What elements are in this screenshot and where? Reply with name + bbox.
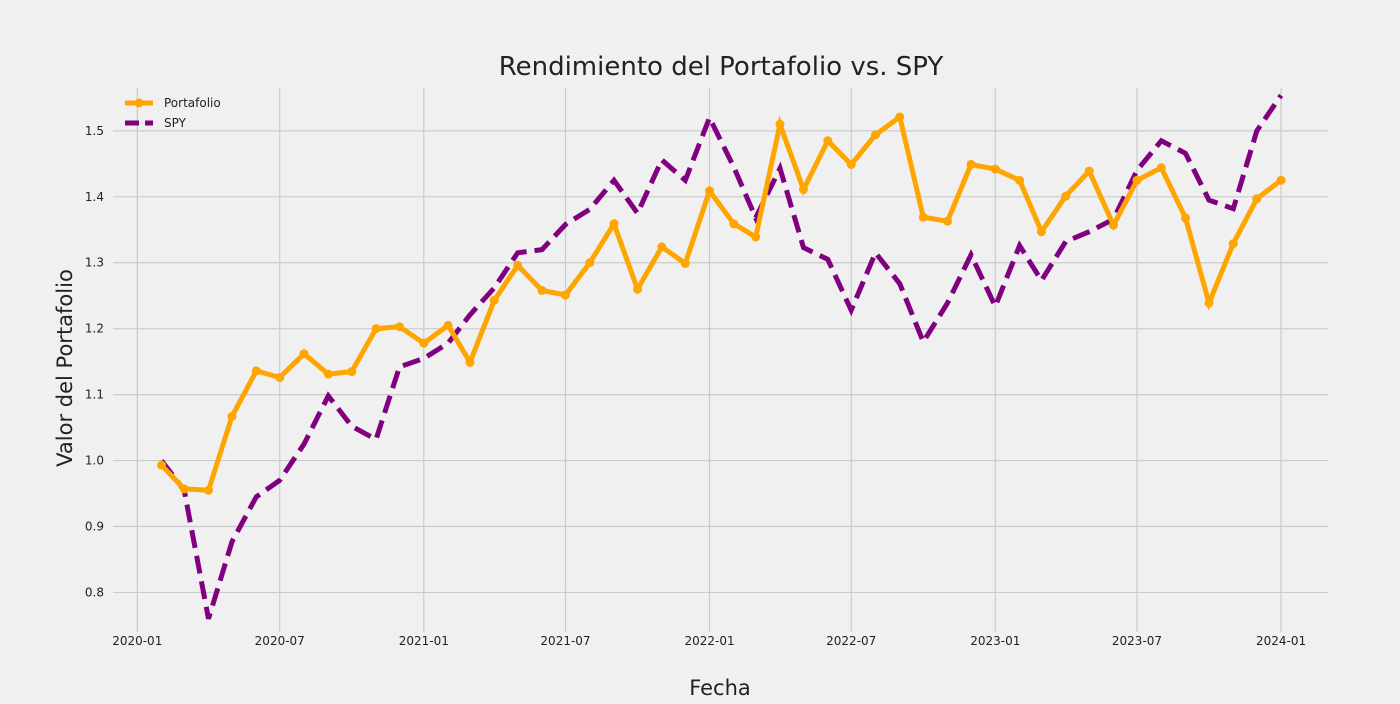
y-tick-labels: 0.8 0.9 1.0 1.1 1.2 1.3 1.4 1.5 — [85, 124, 104, 600]
data-point-portafolio — [1108, 220, 1118, 230]
data-point-portafolio — [323, 369, 333, 379]
y-tick-label: 0.9 — [85, 519, 104, 533]
series-line-portafolio — [159, 112, 1283, 493]
data-point-portafolio — [227, 411, 237, 421]
x-tick-label: 2021-07 — [540, 634, 590, 648]
data-point-portafolio — [419, 338, 429, 348]
data-point-portafolio — [823, 136, 833, 146]
data-point-portafolio — [871, 130, 881, 140]
series-layer — [157, 93, 1286, 620]
data-point-portafolio — [157, 460, 167, 470]
data-point-portafolio — [846, 159, 856, 169]
x-tick-labels: 2020-01 2020-07 2021-01 2021-07 2022-01 2022-… — [112, 634, 1306, 648]
y-tick-label: 0.8 — [85, 585, 104, 599]
legend-label-spy: SPY — [164, 116, 187, 130]
legend-entry-portafolio: Portafolio — [125, 96, 221, 110]
data-point-portafolio — [895, 112, 905, 122]
y-tick-label: 1.0 — [85, 454, 104, 468]
data-point-portafolio — [1204, 298, 1214, 308]
data-point-portafolio — [371, 324, 381, 334]
data-point-portafolio — [489, 295, 499, 305]
data-point-portafolio — [465, 357, 475, 367]
x-axis-label: Fecha — [689, 676, 751, 700]
data-point-portafolio — [775, 119, 785, 129]
data-point-portafolio — [347, 367, 357, 377]
data-point-portafolio — [251, 366, 261, 376]
x-tick-label: 2023-01 — [970, 634, 1020, 648]
data-point-portafolio — [966, 159, 976, 169]
data-point-portafolio — [179, 484, 189, 494]
data-point-portafolio — [299, 349, 309, 359]
x-tick-label: 2022-07 — [826, 634, 876, 648]
data-point-portafolio — [1181, 213, 1191, 223]
x-tick-label: 2020-07 — [255, 634, 305, 648]
data-point-portafolio — [943, 216, 953, 226]
data-point-portafolio — [275, 372, 285, 382]
data-point-portafolio — [1156, 163, 1166, 173]
y-tick-label: 1.4 — [85, 190, 104, 204]
data-point-portafolio — [751, 232, 761, 242]
data-point-portafolio — [560, 290, 570, 300]
y-tick-label: 1.5 — [85, 124, 104, 138]
data-point-portafolio — [1084, 166, 1094, 176]
data-point-portafolio — [798, 185, 808, 195]
chart-title: Rendimiento del Portafolio vs. SPY — [499, 52, 944, 82]
grid-lines — [113, 88, 1328, 632]
data-point-portafolio — [680, 258, 690, 268]
data-point-portafolio — [1036, 227, 1046, 237]
data-point-portafolio — [1228, 239, 1238, 249]
legend: Portafolio SPY — [125, 96, 221, 130]
x-tick-label: 2021-01 — [399, 634, 449, 648]
data-point-portafolio — [443, 320, 453, 330]
data-point-portafolio — [395, 322, 405, 332]
data-point-portafolio — [1015, 175, 1025, 185]
x-tick-label: 2023-07 — [1112, 634, 1162, 648]
data-point-portafolio — [1276, 175, 1286, 185]
data-point-portafolio — [204, 485, 214, 495]
data-point-portafolio — [990, 164, 1000, 174]
series-line-spy — [159, 93, 1284, 620]
data-point-portafolio — [705, 186, 715, 196]
y-axis-label: Valor del Portafolio — [53, 269, 77, 467]
data-point-portafolio — [918, 212, 928, 222]
data-point-portafolio — [657, 242, 667, 252]
data-point-portafolio — [585, 258, 595, 268]
y-tick-label: 1.3 — [85, 256, 104, 270]
y-tick-label: 1.2 — [85, 322, 104, 336]
legend-label-portafolio: Portafolio — [164, 96, 221, 110]
legend-entry-spy: SPY — [125, 116, 187, 130]
y-tick-label: 1.1 — [85, 388, 104, 402]
data-point-portafolio — [513, 260, 523, 270]
data-point-portafolio — [729, 219, 739, 229]
data-point-portafolio — [1061, 191, 1071, 201]
data-point-portafolio — [609, 219, 619, 229]
data-point-portafolio — [537, 285, 547, 295]
data-point-portafolio — [1132, 175, 1142, 185]
data-point-portafolio — [1252, 194, 1262, 204]
x-tick-label: 2024-01 — [1256, 634, 1306, 648]
x-tick-label: 2020-01 — [112, 634, 162, 648]
data-point-portafolio — [633, 284, 643, 294]
x-tick-label: 2022-01 — [684, 634, 734, 648]
legend-marker-portafolio — [134, 98, 144, 108]
